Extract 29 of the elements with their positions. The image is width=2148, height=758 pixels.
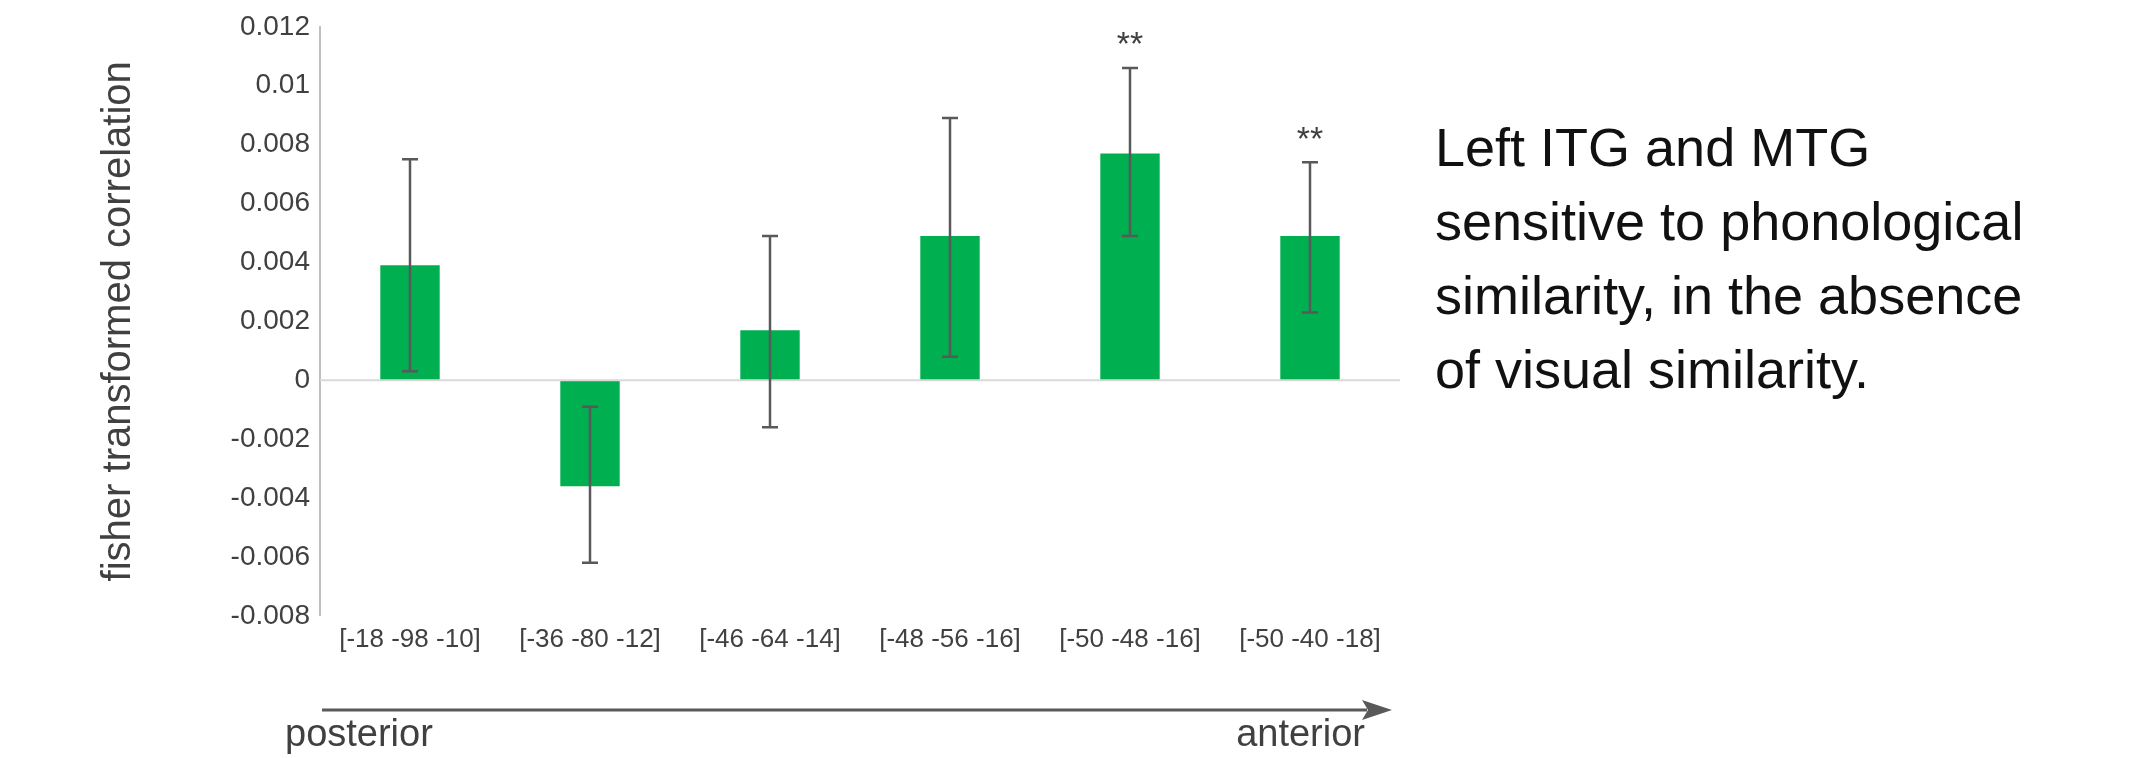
bar <box>560 380 620 487</box>
y-tick-label: 0.008 <box>239 127 310 159</box>
y-tick-label: 0 <box>294 362 310 394</box>
annotation: ** <box>1116 24 1144 63</box>
y-axis-title: fisher transformed correlation <box>94 61 139 582</box>
x-tick-label: [-36 -80 -12] <box>519 622 661 653</box>
x-tick-label: [-46 -64 -14] <box>699 622 841 653</box>
text: anterior <box>1235 712 1365 755</box>
y-tick-label: -0.004 <box>230 480 310 512</box>
bar <box>1100 153 1160 381</box>
x-tick-label: [-50 -40 -18] <box>1239 622 1381 653</box>
x-tick-label: [-48 -56 -16] <box>879 622 1021 653</box>
y-tick-label: 0.004 <box>239 245 310 277</box>
y-tick-label: -0.002 <box>230 421 310 453</box>
y-tick-label: 0.002 <box>239 304 310 336</box>
annotation: ** <box>1296 118 1324 157</box>
x-tick-label: [-18 -98 -10] <box>339 622 481 653</box>
bar <box>380 265 440 381</box>
bar <box>1280 235 1340 381</box>
y-tick-label: 0.006 <box>239 186 310 218</box>
y-tick-label: 0.01 <box>255 68 310 100</box>
bar <box>740 330 800 381</box>
y-tick-label: -0.008 <box>230 598 310 630</box>
text: posterior <box>285 712 433 755</box>
bar <box>920 235 980 381</box>
y-tick-label: 0.012 <box>239 9 310 41</box>
y-tick-label: -0.006 <box>230 539 310 571</box>
x-tick-label: [-50 -48 -16] <box>1059 622 1201 653</box>
text: Left ITG and MTG sensitive to phonological similarity, in the absence of visual similarity. <box>1435 116 2025 401</box>
